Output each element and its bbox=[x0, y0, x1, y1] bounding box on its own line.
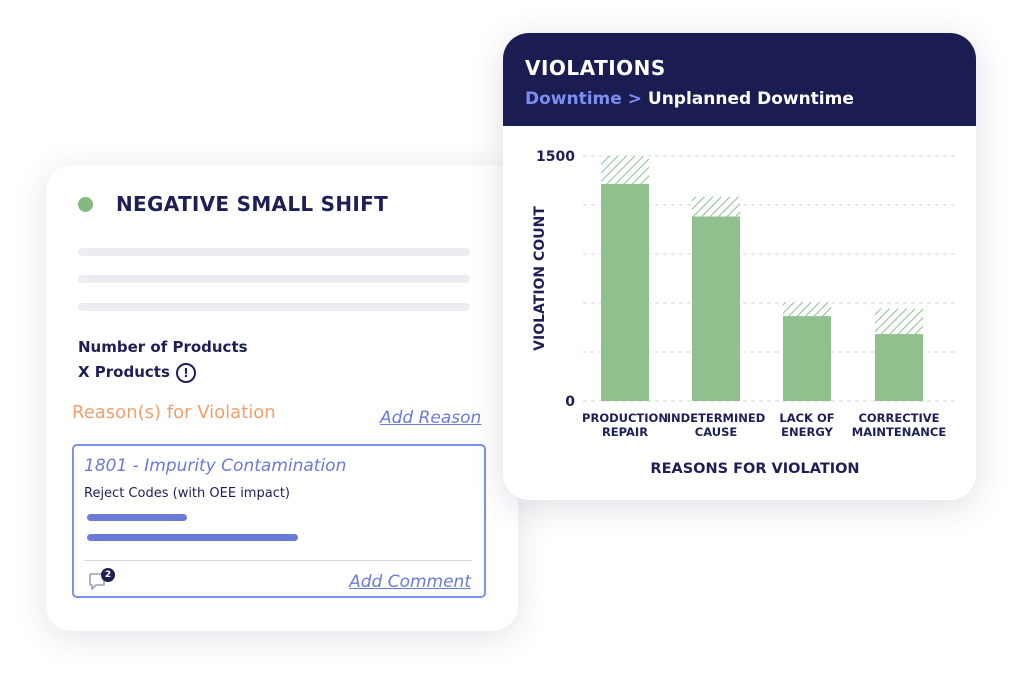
skeleton-bar bbox=[87, 514, 187, 521]
products-value: X Products bbox=[78, 363, 170, 381]
skeleton-line bbox=[78, 275, 470, 283]
skeleton-line bbox=[78, 248, 470, 256]
skeleton-line bbox=[78, 303, 470, 311]
skeleton-bar bbox=[87, 534, 298, 541]
x-tick-label: LACK OF bbox=[779, 411, 834, 425]
y-tick-label: 1500 bbox=[536, 149, 575, 165]
breadcrumb-current: Unplanned Downtime bbox=[647, 89, 854, 109]
divider bbox=[84, 560, 472, 561]
x-tick-label: ENERGY bbox=[781, 425, 833, 439]
bar-segment[interactable] bbox=[692, 216, 740, 401]
add-comment-link[interactable]: Add Comment bbox=[349, 572, 471, 592]
bar-segment-hatched[interactable] bbox=[875, 308, 923, 335]
reason-code: 1801 - Impurity Contamination bbox=[84, 456, 347, 476]
y-tick-label: 0 bbox=[565, 394, 575, 410]
x-tick-label: INDETERMINED bbox=[667, 411, 766, 425]
breadcrumb-separator: > bbox=[627, 89, 642, 109]
bar-segment[interactable] bbox=[783, 316, 831, 401]
bar-segment[interactable] bbox=[601, 183, 649, 401]
x-tick-label: MAINTENANCE bbox=[852, 425, 947, 439]
x-tick-label: CAUSE bbox=[695, 425, 738, 439]
x-axis-label: REASONS FOR VIOLATION bbox=[650, 461, 859, 477]
breadcrumb-parent[interactable]: Downtime bbox=[525, 89, 622, 109]
bar-segment-hatched[interactable] bbox=[601, 156, 649, 184]
reason-card[interactable]: 1801 - Impurity Contamination Reject Cod… bbox=[72, 444, 486, 598]
shift-title: NEGATIVE SMALL SHIFT bbox=[116, 192, 389, 216]
breadcrumb: Downtime > Unplanned Downtime bbox=[525, 89, 854, 109]
reject-codes-label: Reject Codes (with OEE impact) bbox=[84, 486, 291, 501]
violations-title: VIOLATIONS bbox=[525, 56, 666, 80]
x-tick-label: PRODUCTION bbox=[582, 411, 668, 425]
info-icon[interactable]: ! bbox=[176, 363, 196, 383]
bar-segment-hatched[interactable] bbox=[783, 302, 831, 317]
status-dot bbox=[78, 197, 93, 212]
violations-header: VIOLATIONS Downtime > Unplanned Downtime bbox=[503, 33, 976, 126]
add-reason-link[interactable]: Add Reason bbox=[380, 408, 482, 428]
x-tick-label: REPAIR bbox=[602, 425, 648, 439]
reasons-label: Reason(s) for Violation bbox=[72, 402, 276, 423]
bar-segment[interactable] bbox=[875, 334, 923, 401]
bar-segment-hatched[interactable] bbox=[692, 196, 740, 217]
x-tick-label: CORRECTIVE bbox=[858, 411, 939, 425]
products-label: Number of Products bbox=[78, 338, 248, 356]
y-axis-label: VIOLATION COUNT bbox=[532, 206, 548, 351]
comment-count-badge: 2 bbox=[101, 568, 115, 582]
